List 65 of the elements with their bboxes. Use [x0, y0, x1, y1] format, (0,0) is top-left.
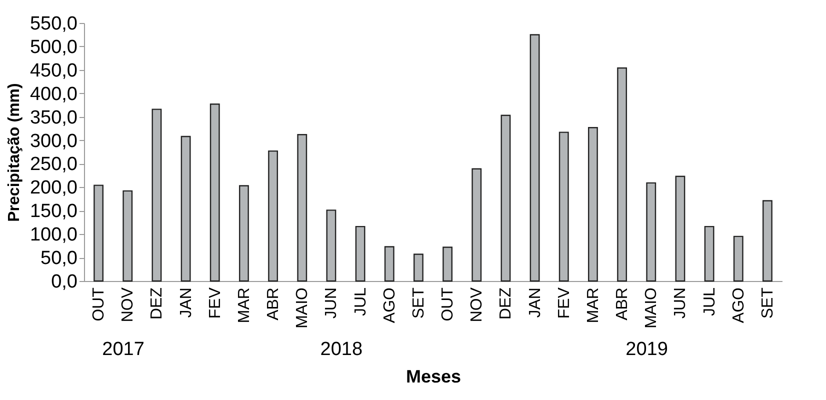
x-tick-label: OUT [90, 287, 108, 322]
x-tick-label: NOV [468, 287, 486, 322]
x-tick-label: SET [410, 287, 428, 319]
bar [122, 190, 133, 282]
y-tick-label: 300,0 [30, 130, 78, 152]
bar [326, 210, 336, 282]
x-axis-title: Meses [406, 366, 462, 386]
bar [675, 176, 686, 282]
x-tick-label: MAIO [643, 288, 660, 328]
y-tick-label: 400,0 [30, 84, 78, 105]
bar [152, 108, 162, 282]
y-tick-label: 350,0 [30, 107, 78, 128]
y-tick-label: 450,0 [30, 60, 78, 82]
bar [210, 104, 220, 282]
x-tick-label: ABR [265, 288, 282, 320]
bar [384, 246, 394, 282]
x-tick-label: FEV [206, 287, 224, 319]
y-tick-label: 50,0 [40, 248, 78, 270]
text: 2018 [320, 339, 363, 360]
x-tick-label: JUL [352, 287, 370, 316]
x-tick-label: DEZ [148, 287, 166, 320]
y-tick-label: 200,0 [30, 178, 78, 199]
bar [646, 182, 656, 282]
y-tick-label: 100,0 [30, 224, 78, 246]
y-tick-label: 0,0 [51, 272, 78, 292]
bar [472, 168, 482, 282]
y-tick-label: 550,0 [30, 14, 78, 34]
x-tick-label: AGO [381, 288, 398, 324]
x-tick-label: FEV [556, 287, 573, 319]
bar [762, 200, 772, 282]
bar [238, 185, 249, 282]
bar [442, 246, 453, 282]
bar [355, 226, 366, 282]
bar [733, 236, 744, 282]
text: 2019 [626, 339, 668, 360]
bar [588, 127, 598, 282]
bar [500, 114, 511, 282]
x-tick-label: JUN [672, 288, 690, 319]
bar [180, 136, 191, 282]
text: 2017 [102, 339, 144, 360]
y-tick-label: 500,0 [30, 36, 78, 58]
bar [530, 34, 540, 282]
x-tick-label: NOV [120, 287, 137, 322]
x-tick-label: OUT [440, 287, 457, 322]
y-tick-label: 250,0 [30, 154, 78, 176]
bar [558, 132, 569, 282]
bar [94, 184, 104, 282]
x-tick-label: DEZ [498, 287, 515, 320]
x-tick-label: JUN [323, 288, 340, 319]
bar [413, 254, 424, 282]
bar [268, 150, 278, 282]
x-tick-label: JAN [526, 288, 544, 318]
x-tick-label: MAR [236, 288, 253, 324]
x-tick-label: MAR [584, 288, 602, 324]
x-tick-label: JUL [701, 287, 718, 316]
x-tick-label: MAIO [294, 288, 312, 328]
x-tick-label: AGO [730, 288, 748, 324]
bar [297, 134, 308, 282]
x-tick-label: ABR [614, 288, 632, 320]
x-tick-label: SET [759, 287, 776, 319]
bar [617, 67, 628, 282]
y-tick-label: 150,0 [30, 201, 78, 222]
x-tick-label: JAN [178, 288, 195, 318]
y-axis-title: Precipitação (mm) [6, 83, 23, 222]
bar [704, 226, 714, 282]
